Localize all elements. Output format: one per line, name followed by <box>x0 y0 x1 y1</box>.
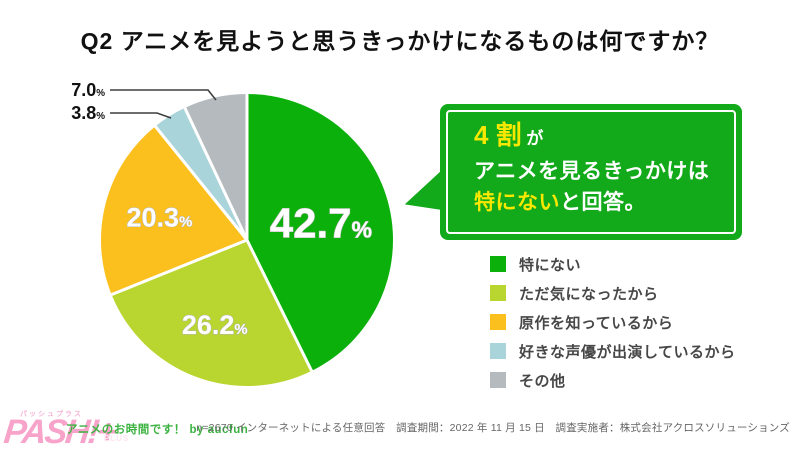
callout-line3: 特にないと回答。 <box>474 187 732 218</box>
legend-label-3: 好きな声優が出演しているから <box>519 343 736 361</box>
pie-slice-separator <box>245 239 314 373</box>
legend-swatch-1 <box>490 285 506 301</box>
legend-item-0: 特にない <box>490 256 736 274</box>
callout-line1-rest: が <box>521 129 544 148</box>
pash-plus-logo: パッシュプラス PASH!+ PLUS <box>2 409 154 451</box>
legend-label-4: その他 <box>519 372 566 390</box>
legend-label-1: ただ気になったから <box>519 285 659 303</box>
callout-line3-rest: と回答。 <box>560 191 646 214</box>
pie-slice-separator <box>110 238 248 297</box>
survey-note: n=2670 インターネットによる任意回答 調査期間：2022 年 11 月 1… <box>196 422 790 434</box>
page-title: Q2 アニメを見ようと思うきっかけになるものは何ですか？ <box>80 28 720 54</box>
legend-item-4: その他 <box>490 372 736 390</box>
pie-value-label-4: 7.0% <box>71 80 105 100</box>
callout-line3-highlight: 特にない <box>474 191 560 214</box>
legend-swatch-3 <box>490 343 506 359</box>
legend-item-1: ただ気になったから <box>490 285 736 303</box>
credit-text: アニメのお時間です！ by aucfun <box>66 424 249 436</box>
pie-slice-separator <box>153 125 249 241</box>
pie-slice-2 <box>100 126 247 295</box>
leader-line-3 <box>110 112 172 119</box>
pie-chart: 42.7% 26.2% 20.3% 3.8% 7.0% <box>40 70 410 400</box>
legend-swatch-4 <box>490 372 506 388</box>
pie-slice-1 <box>111 240 312 387</box>
legend-label-2: 原作を知っているから <box>519 314 674 332</box>
legend-item-3: 好きな声優が出演しているから <box>490 343 736 361</box>
pie-slice-3 <box>155 107 247 241</box>
logo-kana-text: パッシュプラス <box>20 411 83 418</box>
callout-line1-highlight: 4 割 <box>474 120 522 150</box>
pie-value-label-1: 26.2% <box>182 310 248 340</box>
pie-chart-svg: 42.7% 26.2% 20.3% 3.8% 7.0% <box>71 80 393 387</box>
logo-plus-label: PLUS <box>104 434 130 443</box>
pie-value-label-0: 42.7% <box>270 199 372 246</box>
pie-value-label-3: 3.8% <box>71 103 105 123</box>
legend-label-0: 特にない <box>519 256 582 274</box>
callout-bubble: 4 割 が アニメを見るきっかけは 特にないと回答。 <box>404 104 742 240</box>
legend-swatch-2 <box>490 314 506 330</box>
callout-line1: 4 割 が <box>474 118 732 156</box>
leader-line-4 <box>110 89 217 101</box>
callout-line2: アニメを見るきっかけは <box>474 160 710 183</box>
legend-item-2: 原作を知っているから <box>490 314 736 332</box>
legend-swatch-0 <box>490 256 506 272</box>
callout-text: 4 割 が アニメを見るきっかけは 特にないと回答。 <box>474 118 732 218</box>
pie-value-label-2: 20.3% <box>127 203 193 233</box>
pie-slice-separator <box>183 106 249 241</box>
pie-slice-0 <box>247 94 393 371</box>
pie-legend: 特にないただ気になったから 原作を知っているから好きな声優が出演しているから その他 <box>490 256 736 401</box>
